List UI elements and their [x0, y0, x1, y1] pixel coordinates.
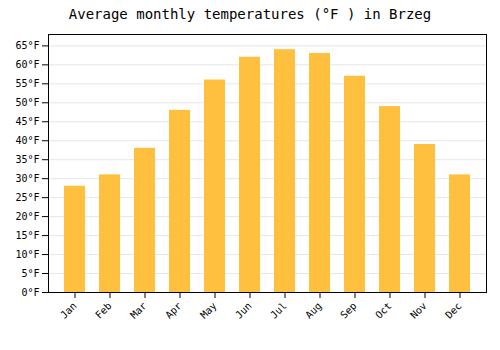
svg-text:Dec: Dec: [443, 300, 464, 321]
svg-text:30°F: 30°F: [15, 173, 39, 184]
svg-text:Apr: Apr: [163, 300, 184, 321]
svg-text:Jan: Jan: [58, 300, 79, 321]
svg-text:15°F: 15°F: [15, 230, 39, 241]
svg-text:55°F: 55°F: [15, 78, 39, 89]
svg-text:60°F: 60°F: [15, 59, 39, 70]
svg-text:25°F: 25°F: [15, 192, 39, 203]
svg-text:45°F: 45°F: [15, 116, 39, 127]
svg-text:Jul: Jul: [268, 300, 289, 321]
svg-text:0°F: 0°F: [21, 287, 39, 298]
svg-text:Sep: Sep: [338, 300, 359, 321]
html-text:Average monthly temperatures (: Average monthly temperatures (°F ) in Br…: [68, 6, 432, 22]
svg-text:5°F: 5°F: [21, 268, 39, 279]
svg-text:35°F: 35°F: [15, 154, 39, 165]
svg-text:Mar: Mar: [128, 300, 149, 321]
svg-text:Oct: Oct: [373, 300, 394, 321]
svg-text:40°F: 40°F: [15, 135, 39, 146]
svg-text:Feb: Feb: [93, 300, 114, 321]
svg-text:10°F: 10°F: [15, 249, 39, 260]
svg-text:65°F: 65°F: [15, 40, 39, 51]
svg-text:20°F: 20°F: [15, 211, 39, 222]
svg-text:50°F: 50°F: [15, 97, 39, 108]
svg-text:Jun: Jun: [233, 300, 254, 321]
svg-text:Nov: Nov: [408, 300, 429, 321]
svg-text:Aug: Aug: [303, 300, 324, 321]
svg-text:May: May: [198, 300, 219, 321]
